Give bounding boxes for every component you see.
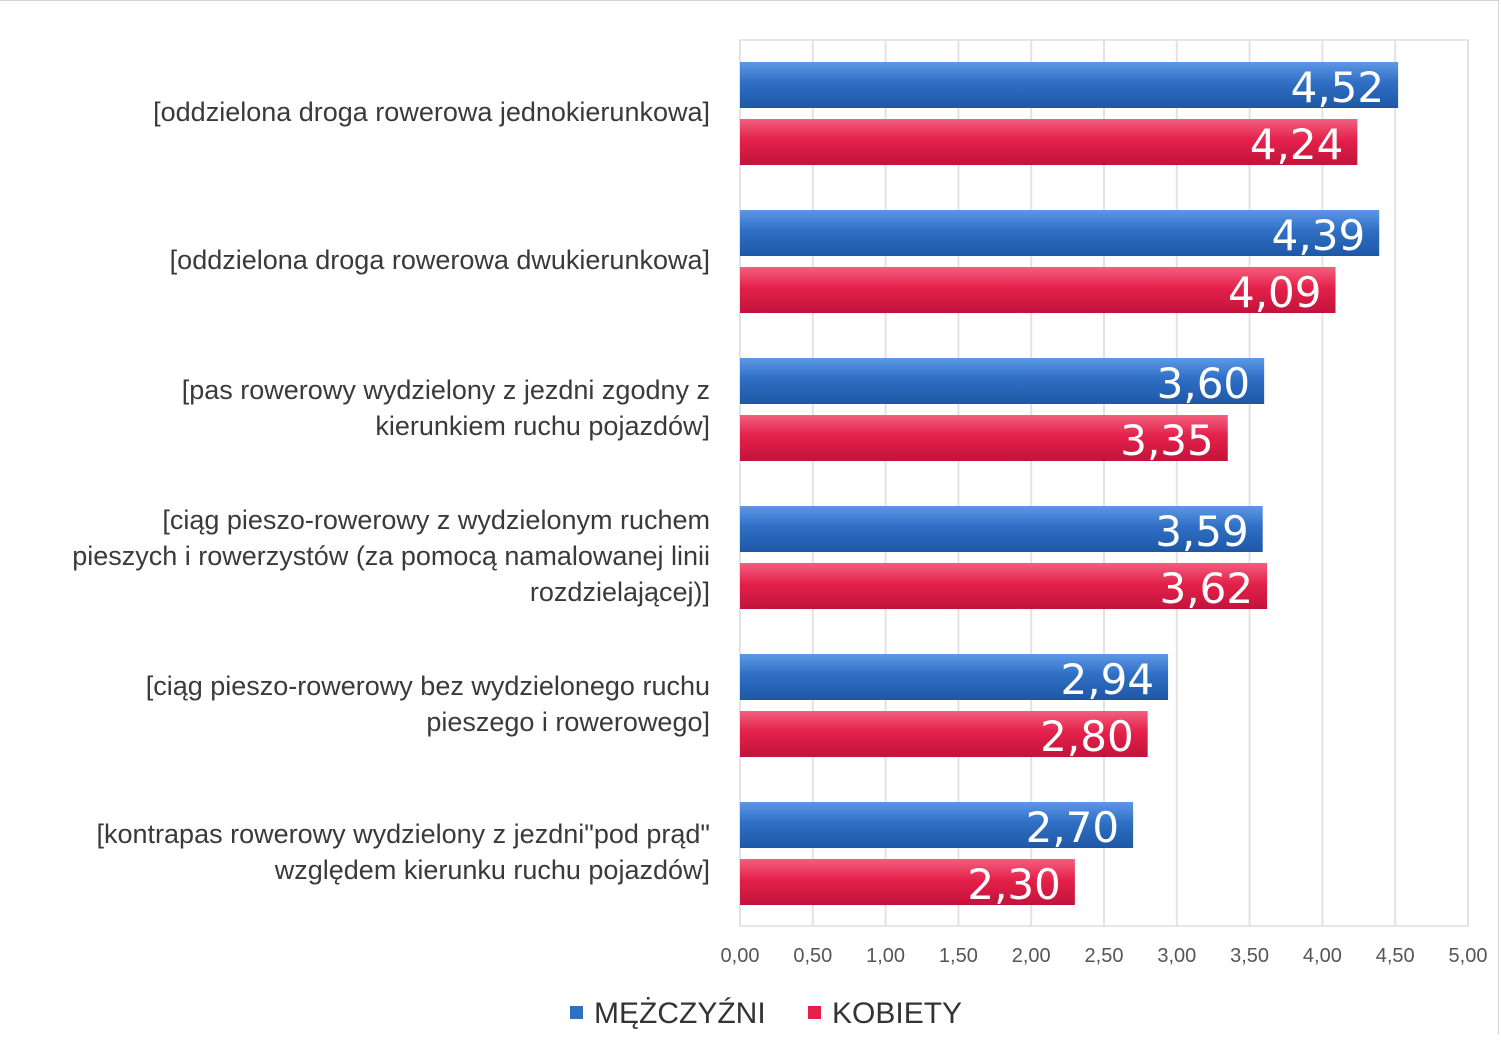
category-label: [oddzielona droga rowerowa dwukierunkowa… xyxy=(170,245,710,275)
category-label: kierunkiem ruchu pojazdów] xyxy=(375,411,710,441)
x-tick-label: 0,50 xyxy=(793,945,832,967)
category-label: [pas rowerowy wydzielony z jezdni zgodny… xyxy=(182,375,710,405)
bar-value-label: 3,62 xyxy=(1160,564,1254,613)
category-label: [ciąg pieszo-rowerowy z wydzielonym ruch… xyxy=(162,505,710,535)
bar-women xyxy=(740,859,1075,905)
bar-men xyxy=(740,210,1380,256)
bar-value-label: 4,52 xyxy=(1291,63,1385,112)
bar-men xyxy=(740,654,1169,700)
x-tick-label: 4,50 xyxy=(1376,945,1415,967)
bar-value-label: 2,94 xyxy=(1061,655,1155,704)
category-label: rozdzielającej)] xyxy=(530,577,710,607)
bar-women xyxy=(740,415,1228,461)
bar-value-label: 4,24 xyxy=(1250,120,1344,169)
bar-men xyxy=(740,62,1399,108)
x-tick-label: 1,00 xyxy=(866,945,905,967)
bar-women xyxy=(740,563,1268,609)
bar-value-label: 3,59 xyxy=(1155,507,1249,556)
legend-label-men: MĘŻCZYŹNI xyxy=(594,997,766,1030)
x-tick-label: 4,00 xyxy=(1303,945,1342,967)
bar-value-label: 2,80 xyxy=(1040,712,1134,761)
category-label: [ciąg pieszo-rowerowy bez wydzielonego r… xyxy=(146,671,710,701)
bar-value-label: 4,09 xyxy=(1228,268,1322,317)
category-label: [kontrapas rowerowy wydzielony z jezdni"… xyxy=(97,819,710,849)
x-tick-label: 0,00 xyxy=(721,945,760,967)
bar-women xyxy=(740,267,1336,313)
x-tick-label: 3,50 xyxy=(1230,945,1269,967)
bar-women xyxy=(740,711,1148,757)
legend: MĘŻCZYŹNI KOBIETY xyxy=(570,997,962,1030)
bar-men xyxy=(740,802,1134,848)
plot-area: 4,52 4,24 4,39 4,09 3,60 3,35 3,59 3,622,94 2,80… xyxy=(739,39,1469,927)
bar-value-label: 4,39 xyxy=(1272,211,1366,260)
bar-value-label: 2,30 xyxy=(967,860,1061,909)
bar-women xyxy=(740,119,1358,165)
category-label: względem kierunku ruchu pojazdów] xyxy=(274,855,710,885)
legend-swatch-women xyxy=(808,1006,821,1019)
bar-men xyxy=(740,506,1263,552)
bar-value-label: 3,35 xyxy=(1120,416,1214,465)
category-label: pieszych i rowerzystów (za pomocą namalo… xyxy=(72,541,710,571)
bar-value-label: 2,70 xyxy=(1026,803,1120,852)
category-labels: [oddzielona droga rowerowa jednokierunko… xyxy=(72,97,710,885)
legend-label-women: KOBIETY xyxy=(832,997,962,1030)
bar-men xyxy=(740,358,1265,404)
x-axis: 0,00 0,50 1,00 1,50 2,00 2,50 3,00 3,50 4,00 4,50… xyxy=(721,945,1488,967)
x-tick-label: 5,00 xyxy=(1449,945,1488,967)
legend-swatch-men xyxy=(570,1006,583,1019)
x-tick-label: 1,50 xyxy=(939,945,978,967)
category-label: pieszego i rowerowego] xyxy=(426,707,710,737)
category-label: [oddzielona droga rowerowa jednokierunko… xyxy=(153,97,710,127)
x-tick-label: 2,00 xyxy=(1012,945,1051,967)
bar-value-label: 3,60 xyxy=(1157,359,1251,408)
x-tick-label: 3,00 xyxy=(1157,945,1196,967)
x-tick-label: 2,50 xyxy=(1085,945,1124,967)
